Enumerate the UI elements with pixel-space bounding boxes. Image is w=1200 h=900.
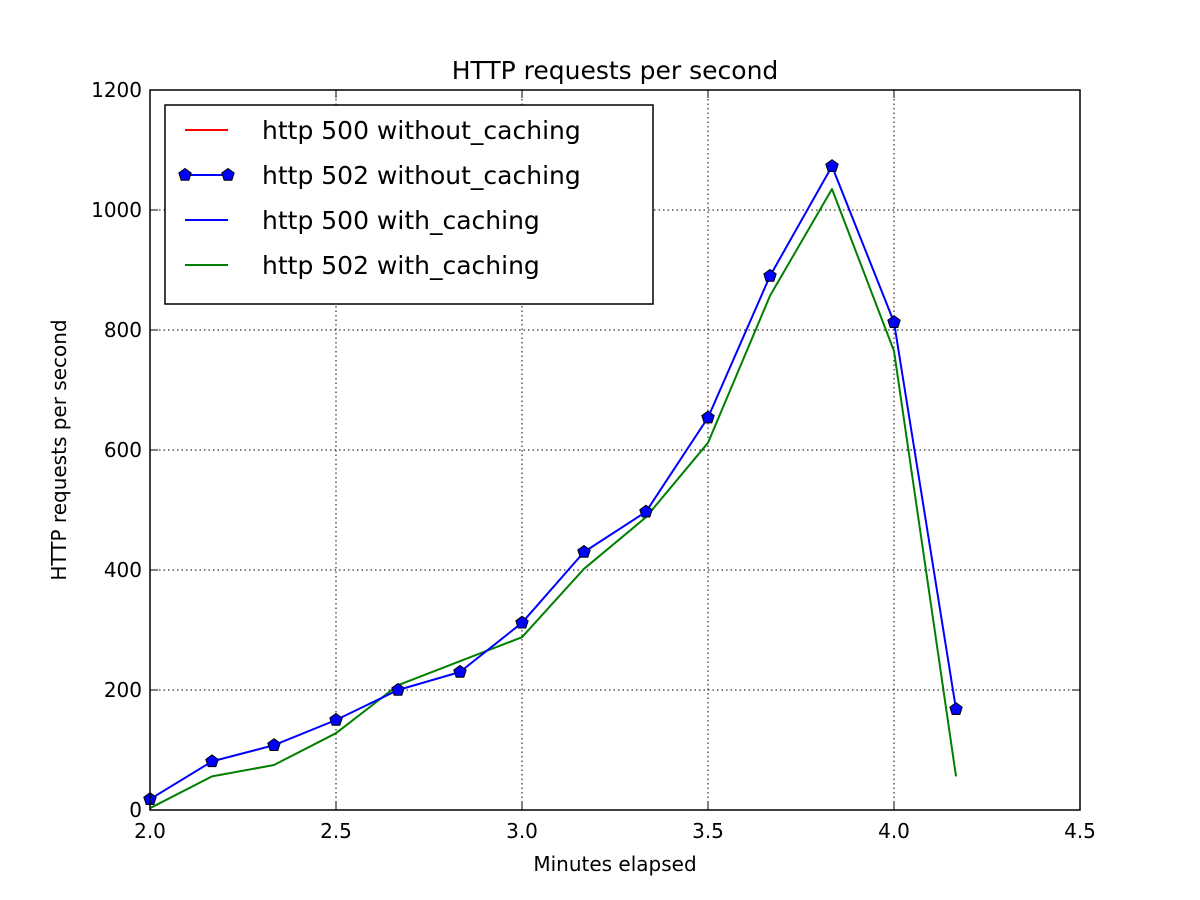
- axis-ticks: 2.0 2.5 3.0 3.5 4.0 4.5 0 200 400 600 800 1000 1200: [91, 78, 1096, 843]
- x-tick-label: 3.5: [692, 819, 724, 843]
- data-point: [639, 504, 653, 518]
- data-point: [391, 682, 405, 696]
- legend-box: [164, 104, 654, 305]
- x-tick-label: 2.5: [320, 819, 352, 843]
- series-line: [149, 165, 957, 801]
- x-tick-label: 4.0: [878, 819, 910, 843]
- data-point: [205, 754, 219, 768]
- x-axis-label: Minutes elapsed: [533, 852, 696, 876]
- y-tick-label: 600: [104, 438, 142, 462]
- y-tick-label: 200: [104, 678, 142, 702]
- series-3: [149, 188, 957, 810]
- data-point: [701, 410, 715, 424]
- y-tick-label: 400: [104, 558, 142, 582]
- data-point: [763, 268, 777, 282]
- legend-label: http 502 without_caching: [262, 161, 581, 190]
- data-point: [949, 702, 963, 715]
- series-line: [149, 188, 957, 810]
- x-tick-label: 2.0: [134, 819, 166, 843]
- legend-label: http 500 with_caching: [262, 206, 540, 235]
- x-tick-label: 3.0: [506, 819, 538, 843]
- legend-marker: [178, 167, 192, 181]
- legend-item: http 500 with_caching: [185, 206, 540, 235]
- data-point: [577, 544, 591, 558]
- legend-marker: [221, 167, 235, 181]
- legend-item: http 500 without_caching: [185, 116, 581, 145]
- data-point: [453, 664, 467, 678]
- legend-item: http 502 without_caching: [178, 161, 581, 190]
- series-1: [143, 159, 963, 805]
- x-tick-label: 4.5: [1064, 819, 1096, 843]
- y-tick-label: 1200: [91, 78, 142, 102]
- legend-label: http 502 with_caching: [262, 251, 540, 280]
- y-tick-label: 1000: [91, 198, 142, 222]
- data-point: [515, 615, 529, 629]
- chart-title: HTTP requests per second: [452, 56, 779, 85]
- legend-item: http 502 with_caching: [185, 251, 540, 280]
- series-layer: [143, 159, 963, 810]
- data-point: [887, 315, 901, 328]
- data-point: [329, 712, 343, 726]
- y-tick-label: 800: [104, 318, 142, 342]
- y-axis-label: HTTP requests per second: [47, 319, 71, 580]
- data-point: [825, 159, 839, 172]
- legend-label: http 500 without_caching: [262, 116, 581, 145]
- y-tick-label: 0: [129, 798, 142, 822]
- data-point: [267, 738, 281, 751]
